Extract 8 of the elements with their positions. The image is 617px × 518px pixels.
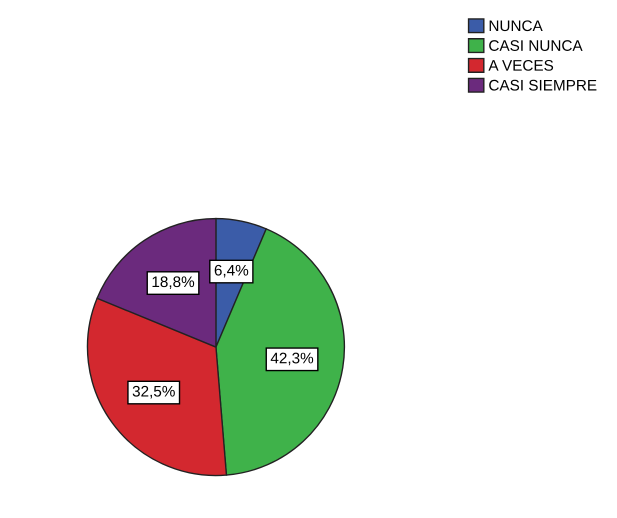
legend-label: CASI SIEMPRE [489, 80, 596, 91]
legend-label: A VECES [488, 60, 554, 71]
data-label: 42,3% [270, 352, 314, 366]
data-label: 32,5% [132, 386, 175, 398]
data-label: 6,4% [214, 264, 248, 278]
legend-label: CASI NUNCA [489, 40, 583, 51]
data-label: 18,8% [152, 276, 194, 289]
legend-label: NUNCA [490, 20, 543, 32]
